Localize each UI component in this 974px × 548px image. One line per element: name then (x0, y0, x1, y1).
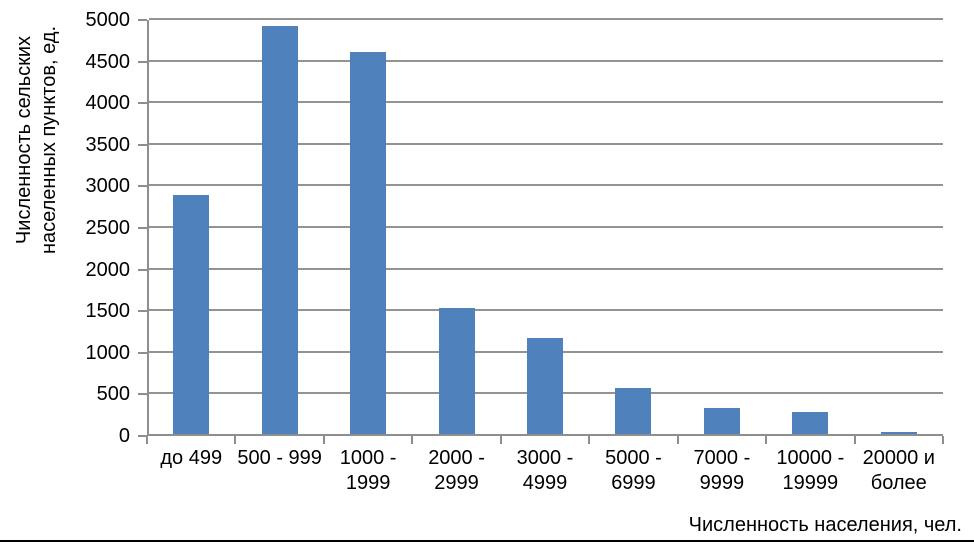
gridline-4000 (149, 101, 943, 104)
bar-до 499 (173, 195, 210, 434)
x-axis-tick (411, 436, 414, 444)
x-axis-tick-label: 3000 - 4999 (493, 446, 597, 496)
gridline-1500 (149, 309, 943, 312)
y-axis-tick-label: 3000 (85, 175, 131, 198)
gridline-2000 (149, 267, 943, 270)
bottom-border-line (0, 540, 974, 542)
x-axis-tick (942, 436, 944, 444)
x-axis-tick (234, 436, 237, 444)
x-axis-tick-label: 7000 - 9999 (670, 446, 774, 496)
x-axis-title: Численность населения, чел. (688, 514, 962, 536)
y-axis-tick-label: 2000 (85, 258, 131, 281)
x-axis-tick-label-line: более (870, 472, 927, 494)
y-axis-tick (138, 310, 147, 313)
x-axis-tick-label-line: 1999 (345, 472, 391, 494)
y-axis-tick-label: 0 (118, 425, 130, 447)
bar-500 - 999 (261, 26, 298, 434)
x-axis-tick-label-line: 4999 (522, 472, 568, 494)
gridline-2500 (149, 226, 943, 228)
x-axis-tick (146, 436, 148, 444)
gridline-4500 (149, 59, 943, 62)
y-axis-tick-label: 1000 (85, 341, 131, 364)
bar-1000 - 1999 (350, 52, 387, 434)
x-axis-tick-label: 20000 и более (847, 446, 951, 496)
x-axis-tick-label-line: 19999 (782, 472, 839, 494)
y-axis-tick-label: 4000 (85, 92, 131, 115)
y-axis-tick-label: 3500 (85, 133, 131, 156)
x-axis-tick-label: 500 - 999 (227, 446, 331, 471)
x-axis-tick-label-line: 7000 - (693, 447, 751, 469)
x-axis-tick-label-line: 500 - 999 (237, 447, 322, 469)
x-axis-tick (588, 436, 591, 444)
x-axis-tick-label: 2000 - 2999 (404, 446, 508, 496)
bar-2000 - 2999 (438, 307, 475, 434)
bar-7000 - 9999 (703, 407, 740, 434)
y-axis-tick (138, 60, 147, 63)
y-axis-tick (138, 227, 147, 229)
x-axis-tick-label-line: 9999 (699, 472, 745, 494)
y-axis-tick-label: 500 (96, 383, 130, 406)
x-axis-tick-label-line: 20000 и (862, 447, 935, 469)
x-axis-tick-label-line: 3000 - (516, 447, 574, 469)
y-axis-tick (138, 393, 147, 396)
gridline-5000 (149, 18, 943, 20)
x-axis-tick (853, 436, 856, 444)
x-axis-tick-label-line: 10000 - (776, 447, 845, 469)
x-axis-tick-label: до 499 (139, 446, 243, 471)
y-axis-tick-label: 5000 (85, 9, 131, 31)
y-axis-title-line-1: Численность сельских (13, 35, 35, 245)
x-axis-tick-label-line: 5000 - (605, 447, 662, 469)
gridline-3000 (149, 184, 943, 187)
y-axis-tick (138, 268, 147, 271)
y-axis-tick (138, 435, 147, 437)
x-axis-tick (499, 436, 502, 444)
bar-20000 и более (880, 431, 917, 434)
bar-10000 - 19999 (792, 412, 829, 434)
x-axis-tick-label: 10000 - 19999 (758, 446, 862, 496)
y-axis-tick (138, 102, 147, 105)
y-axis-tick-label: 2500 (85, 217, 131, 239)
y-axis-tick (138, 143, 147, 146)
y-axis-tick (138, 185, 147, 188)
x-axis-tick-label: 5000 - 6999 (581, 446, 685, 496)
x-axis-tick-label-line: 2000 - (428, 447, 485, 469)
bar-3000 - 4999 (527, 338, 563, 434)
x-axis-tick (765, 436, 768, 444)
bar-5000 - 6999 (615, 388, 652, 434)
y-axis-tick (138, 19, 147, 21)
x-axis-tick (676, 436, 679, 444)
plot-area (147, 18, 943, 436)
x-axis-tick-label-line: 2999 (434, 472, 479, 494)
x-axis-tick (322, 436, 325, 444)
y-axis-tick (138, 351, 147, 354)
x-axis-tick-label-line: 6999 (611, 472, 656, 494)
y-axis-tick-label: 1500 (85, 300, 131, 323)
y-axis-tick-label: 4500 (85, 50, 131, 73)
x-axis-tick-label-line: до 499 (160, 447, 223, 469)
x-axis-tick-label-line: 1000 - (339, 447, 397, 469)
x-axis-tick-label: 1000 - 1999 (316, 446, 420, 496)
gridline-3500 (149, 142, 943, 145)
